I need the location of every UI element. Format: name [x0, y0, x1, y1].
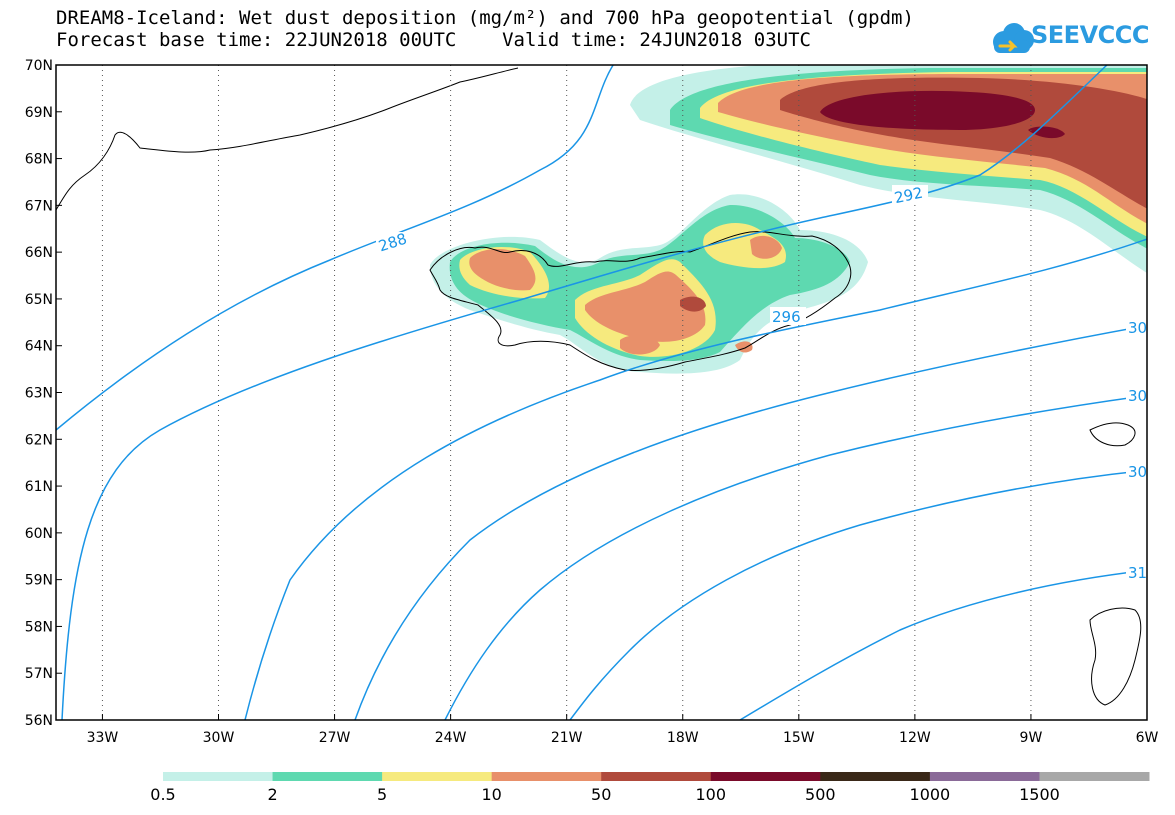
latitude-label: 68N	[25, 152, 53, 168]
contour-labels: 288 292 296 30 30 30 31	[376, 184, 1148, 582]
dust-plume-100	[820, 90, 1035, 130]
scotland-coast	[1089, 607, 1142, 706]
longitude-label: 12W	[899, 730, 931, 746]
contour-label: 30	[1128, 463, 1147, 481]
greenland-coast	[56, 67, 519, 211]
contour-label: 30	[1128, 319, 1147, 337]
longitude-label: 18W	[667, 730, 699, 746]
latitude-label: 66N	[25, 245, 53, 261]
colorbar-swatch	[601, 772, 712, 781]
colorbar-label: 50	[591, 785, 611, 804]
coastlines	[56, 67, 1142, 706]
colorbar-swatch	[820, 772, 931, 781]
colorbar-label: 5	[377, 785, 387, 804]
latitude-label: 59N	[25, 573, 53, 589]
longitude-labels: 33W 30W 27W 24W 21W 18W 15W 12W 9W 6W	[87, 714, 1159, 746]
latitude-label: 61N	[25, 479, 53, 495]
colorbar-label: 10	[481, 785, 501, 804]
latitude-label: 57N	[25, 666, 53, 682]
latitude-label: 62N	[25, 432, 53, 448]
latitude-labels: 70N 69N 68N 67N 66N 65N 64N 63N 62N 61N 60N 59N 58N 5…	[25, 58, 62, 729]
contour-line	[444, 394, 1147, 720]
latitude-label: 56N	[25, 713, 53, 729]
longitude-label: 24W	[435, 730, 467, 746]
colorbar-swatch	[272, 772, 383, 781]
contour-label: 292	[893, 184, 925, 208]
contour-label: 31	[1128, 564, 1147, 582]
longitude-label: 30W	[203, 730, 235, 746]
geopotential-contours	[56, 65, 1147, 720]
colorbar-label: 2	[267, 785, 277, 804]
cloud-icon	[993, 23, 1034, 53]
iceland-coast	[429, 231, 852, 371]
contour-line	[739, 569, 1147, 720]
colorbar-label: 500	[805, 785, 836, 804]
contour-line	[354, 324, 1147, 720]
latitude-label: 64N	[25, 339, 53, 355]
colorbar-swatch	[1039, 772, 1150, 781]
dust-iceland-10	[469, 235, 782, 355]
colorbar-swatch	[163, 772, 274, 781]
faroe-coast	[1089, 422, 1136, 447]
contour-label: 296	[772, 308, 801, 326]
colorbar-swatch	[491, 772, 602, 781]
colorbar: 0.5 2 5 10 50 100 500 1000 1500	[150, 772, 1150, 804]
longitude-label: 21W	[551, 730, 583, 746]
map-title-line-2: Forecast base time: 22JUN2018 00UTC Vali…	[56, 29, 811, 51]
latitude-label: 65N	[25, 292, 53, 308]
contour-line	[569, 469, 1147, 720]
longitude-label: 33W	[87, 730, 119, 746]
longitude-label: 27W	[319, 730, 351, 746]
graticule	[101, 65, 1032, 720]
colorbar-swatch	[710, 772, 821, 781]
latitude-label: 58N	[25, 619, 53, 635]
colorbar-label: 1000	[910, 785, 951, 804]
dust-deposition-field	[430, 65, 1147, 374]
latitude-label: 67N	[25, 198, 53, 214]
colorbar-swatch	[382, 772, 493, 781]
longitude-label: 9W	[1020, 730, 1043, 746]
latitude-label: 70N	[25, 58, 53, 74]
dust-plume-100b	[1028, 126, 1065, 139]
colorbar-swatch	[929, 772, 1040, 781]
longitude-label: 6W	[1136, 730, 1159, 746]
colorbar-label: 1500	[1019, 785, 1060, 804]
dust-iceland-50	[680, 296, 706, 312]
latitude-label: 63N	[25, 386, 53, 402]
latitude-label: 60N	[25, 526, 53, 542]
latitude-label: 69N	[25, 105, 53, 121]
logo-text: SEEVCCC	[1031, 21, 1150, 49]
contour-label: 30	[1128, 387, 1147, 405]
longitude-label: 15W	[783, 730, 815, 746]
colorbar-label: 100	[696, 785, 727, 804]
contour-line	[61, 65, 1108, 720]
contour-line	[244, 238, 1147, 720]
colorbar-label: 0.5	[150, 785, 175, 804]
map-title-line-1: DREAM8-Iceland: Wet dust deposition (mg/…	[56, 7, 914, 29]
